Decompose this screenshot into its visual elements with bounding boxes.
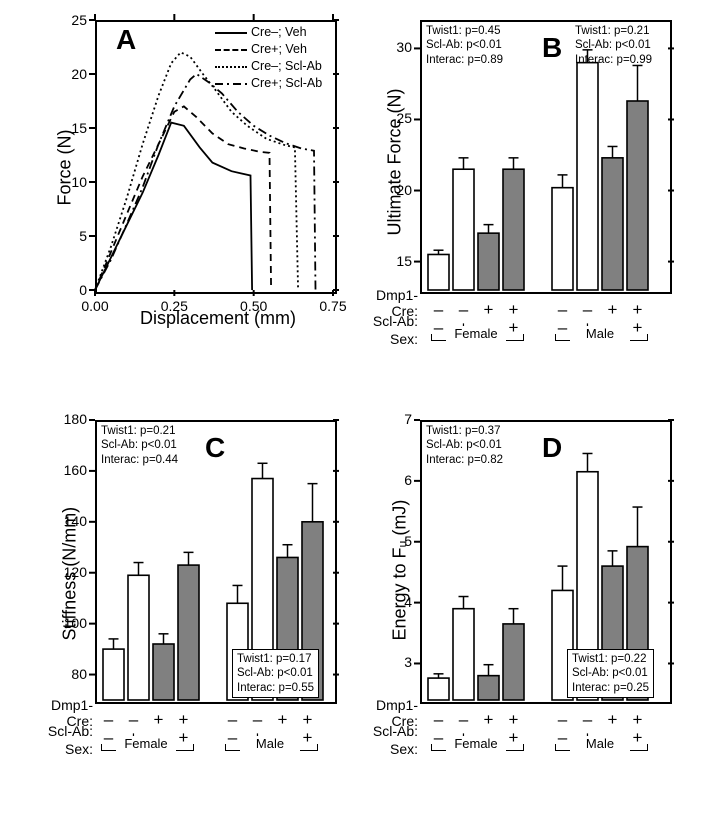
legend-item: Cre+; Veh: [215, 41, 340, 58]
xtick-label: 0.00: [75, 298, 115, 314]
panel-a-legend: Cre–; VehCre+; VehCre–; Scl-AbCre+; Scl-…: [215, 24, 340, 92]
ytick-label: 160: [55, 462, 87, 478]
ytick-label: 0: [61, 282, 87, 298]
ytick-label: 5: [61, 228, 87, 244]
panel-c-stats-male: Twist1: p=0.17Scl-Ab: p<0.01Interac: p=0…: [232, 649, 319, 698]
panel-a-xlabel: Displacement (mm): [140, 308, 296, 329]
ytick-label: 15: [380, 253, 412, 269]
panel-c: C 80100120140160180 Stiffness (N/mm) Twi…: [40, 410, 350, 800]
ytick-label: 20: [61, 66, 87, 82]
legend-item: Cre+; Scl-Ab: [215, 75, 340, 92]
factor-row: Dmp1-Cre:––++––++: [352, 704, 682, 722]
panel-a-ylabel: Force (N): [55, 106, 76, 206]
panel-c-ylabel: Stiffness (N/mm): [60, 481, 81, 641]
xtick-label: 0.75: [313, 298, 353, 314]
panel-b-stats-female: Twist1: p=0.45Scl-Ab: p<0.01Interac: p=0…: [426, 24, 503, 67]
legend-item: Cre–; Veh: [215, 24, 340, 41]
ytick-label: 25: [61, 12, 87, 28]
factor-row: Dmp1-Cre:––++––++: [352, 294, 682, 312]
panel-c-stats-female: Twist1: p=0.21Scl-Ab: p<0.01Interac: p=0…: [101, 424, 178, 467]
panel-b: B 15202530 Ultimate Force (N) Twist1: p=…: [370, 10, 680, 390]
panel-b-ylabel: Ultimate Force (N): [385, 76, 406, 236]
panel-d-stats-female: Twist1: p=0.37Scl-Ab: p<0.01Interac: p=0…: [426, 424, 503, 467]
panel-b-factor-labels: Dmp1-Cre:––++––++Scl-Ab:–+–+–+–+Sex:Fema…: [352, 294, 682, 348]
panel-d-ylabel: Energy to Fᵤ (mJ): [390, 481, 411, 641]
panel-d-stats-male: Twist1: p=0.22Scl-Ab: p<0.01Interac: p=0…: [567, 649, 654, 698]
panel-c-factor-labels: Dmp1-Cre:––++––++Scl-Ab:–+–+–+–+Sex:Fema…: [27, 704, 357, 758]
panel-a: A 0510152025 0.000.250.500.75 Force (N) …: [40, 10, 350, 340]
ytick-label: 30: [380, 39, 412, 55]
figure-container: A 0510152025 0.000.250.500.75 Force (N) …: [40, 10, 680, 810]
factor-row: Dmp1-Cre:––++––++: [27, 704, 357, 722]
panel-d: D 34567 Energy to Fᵤ (mJ) Twist1: p=0.37…: [370, 410, 680, 800]
legend-item: Cre–; Scl-Ab: [215, 58, 340, 75]
ytick-label: 3: [380, 654, 412, 670]
ytick-label: 180: [55, 411, 87, 427]
panel-b-stats-male: Twist1: p=0.21Scl-Ab: p<0.01Interac: p=0…: [575, 24, 652, 67]
ytick-label: 80: [55, 666, 87, 682]
ytick-label: 7: [380, 411, 412, 427]
panel-d-factor-labels: Dmp1-Cre:––++––++Scl-Ab:–+–+–+–+Sex:Fema…: [352, 704, 682, 758]
